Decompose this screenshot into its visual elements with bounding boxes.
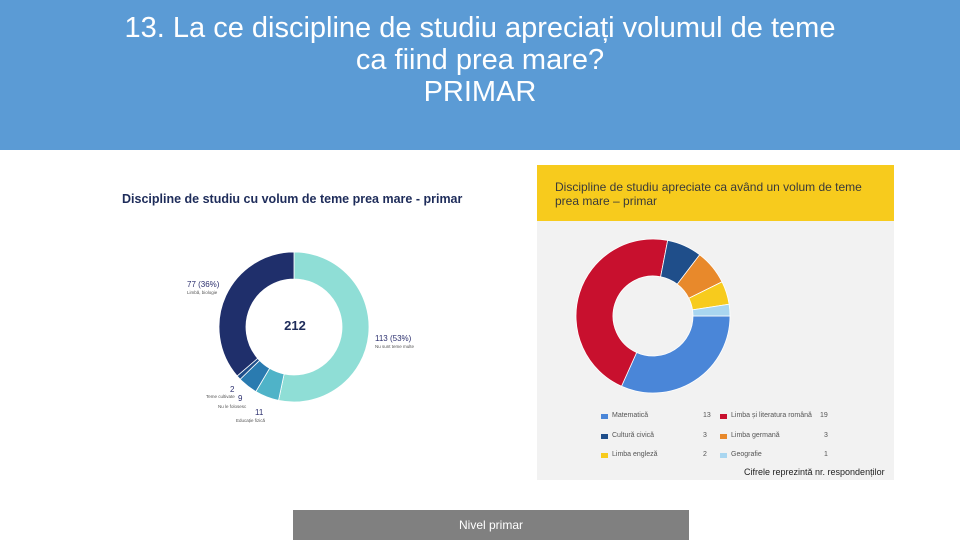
legend-swatch-3 xyxy=(720,434,727,439)
legend-swatch-1 xyxy=(720,414,727,419)
chart1-slice-0 xyxy=(278,251,370,403)
legend-value-4: 2 xyxy=(703,451,707,458)
chart2-header xyxy=(537,165,894,221)
chart1-label-slice-2: 9 xyxy=(238,394,243,403)
chart1-sub-slice-3: Teme cultivate xyxy=(206,394,235,399)
chart2-slice-5 xyxy=(692,303,731,317)
legend-name-4: Limba engleză xyxy=(612,451,658,458)
slide-title-line-3: PRIMAR xyxy=(423,76,537,108)
chart1-label-slice-3: 2 xyxy=(230,385,235,394)
legend-name-0: Matematică xyxy=(612,412,649,419)
slide-title-line-2: ca fiind prea mare? xyxy=(355,44,605,76)
respondents-note: Cifrele reprezintă nr. respondenților xyxy=(744,467,885,477)
chart1-slice-4 xyxy=(218,251,295,377)
chart2-slice-1 xyxy=(575,238,669,387)
chart1-sub-slice-0: Nu sunt teme multe xyxy=(375,344,415,349)
chart1-sub-slice-2: Nu le folosesc xyxy=(218,404,247,409)
slide-title-line-1: 13. La ce discipline de studiu apreciați… xyxy=(124,12,836,44)
legend-name-1: Limba și literatura română xyxy=(731,412,812,419)
chart1-label-slice-4: 77 (36%) xyxy=(187,280,220,289)
chart2-title: Discipline de studiu apreciate ca având … xyxy=(555,180,862,208)
chart1-sub-slice-1: Educație fizică xyxy=(236,418,266,423)
chart1-svg xyxy=(218,251,370,403)
legend-name-2: Cultură civică xyxy=(612,432,655,439)
chart2-svg xyxy=(575,238,731,394)
chart1-sub-slice-4: Limbă, biologie xyxy=(187,290,218,295)
chart1-label-slice-0: 113 (53%) xyxy=(375,334,412,343)
legend-value-5: 1 xyxy=(824,451,828,458)
chart2-slice-0 xyxy=(620,315,731,394)
chart1-total: 212 xyxy=(284,318,306,333)
legend-value-2: 3 xyxy=(703,432,707,439)
legend-swatch-4 xyxy=(601,453,608,458)
footer-bar: Nivel primar xyxy=(293,510,689,540)
legend-swatch-5 xyxy=(720,453,727,458)
chart1-title: Discipline de studiu cu volum de teme pr… xyxy=(122,192,463,206)
legend-value-0: 13 xyxy=(703,412,711,419)
legend-value-1: 19 xyxy=(820,412,828,419)
slide-header: 13. La ce discipline de studiu apreciați… xyxy=(0,0,960,150)
legend-name-5: Geografie xyxy=(731,451,762,458)
legend-name-3: Limba germană xyxy=(731,432,780,439)
legend-value-3: 3 xyxy=(824,432,828,439)
legend-swatch-0 xyxy=(601,414,608,419)
chart-subjects-donut: Discipline de studiu apreciate ca având … xyxy=(537,165,894,480)
chart1-label-slice-1: 11 xyxy=(255,408,264,417)
legend-swatch-2 xyxy=(601,434,608,439)
chart-primary-donut: Discipline de studiu cu volum de teme pr… xyxy=(110,180,510,440)
